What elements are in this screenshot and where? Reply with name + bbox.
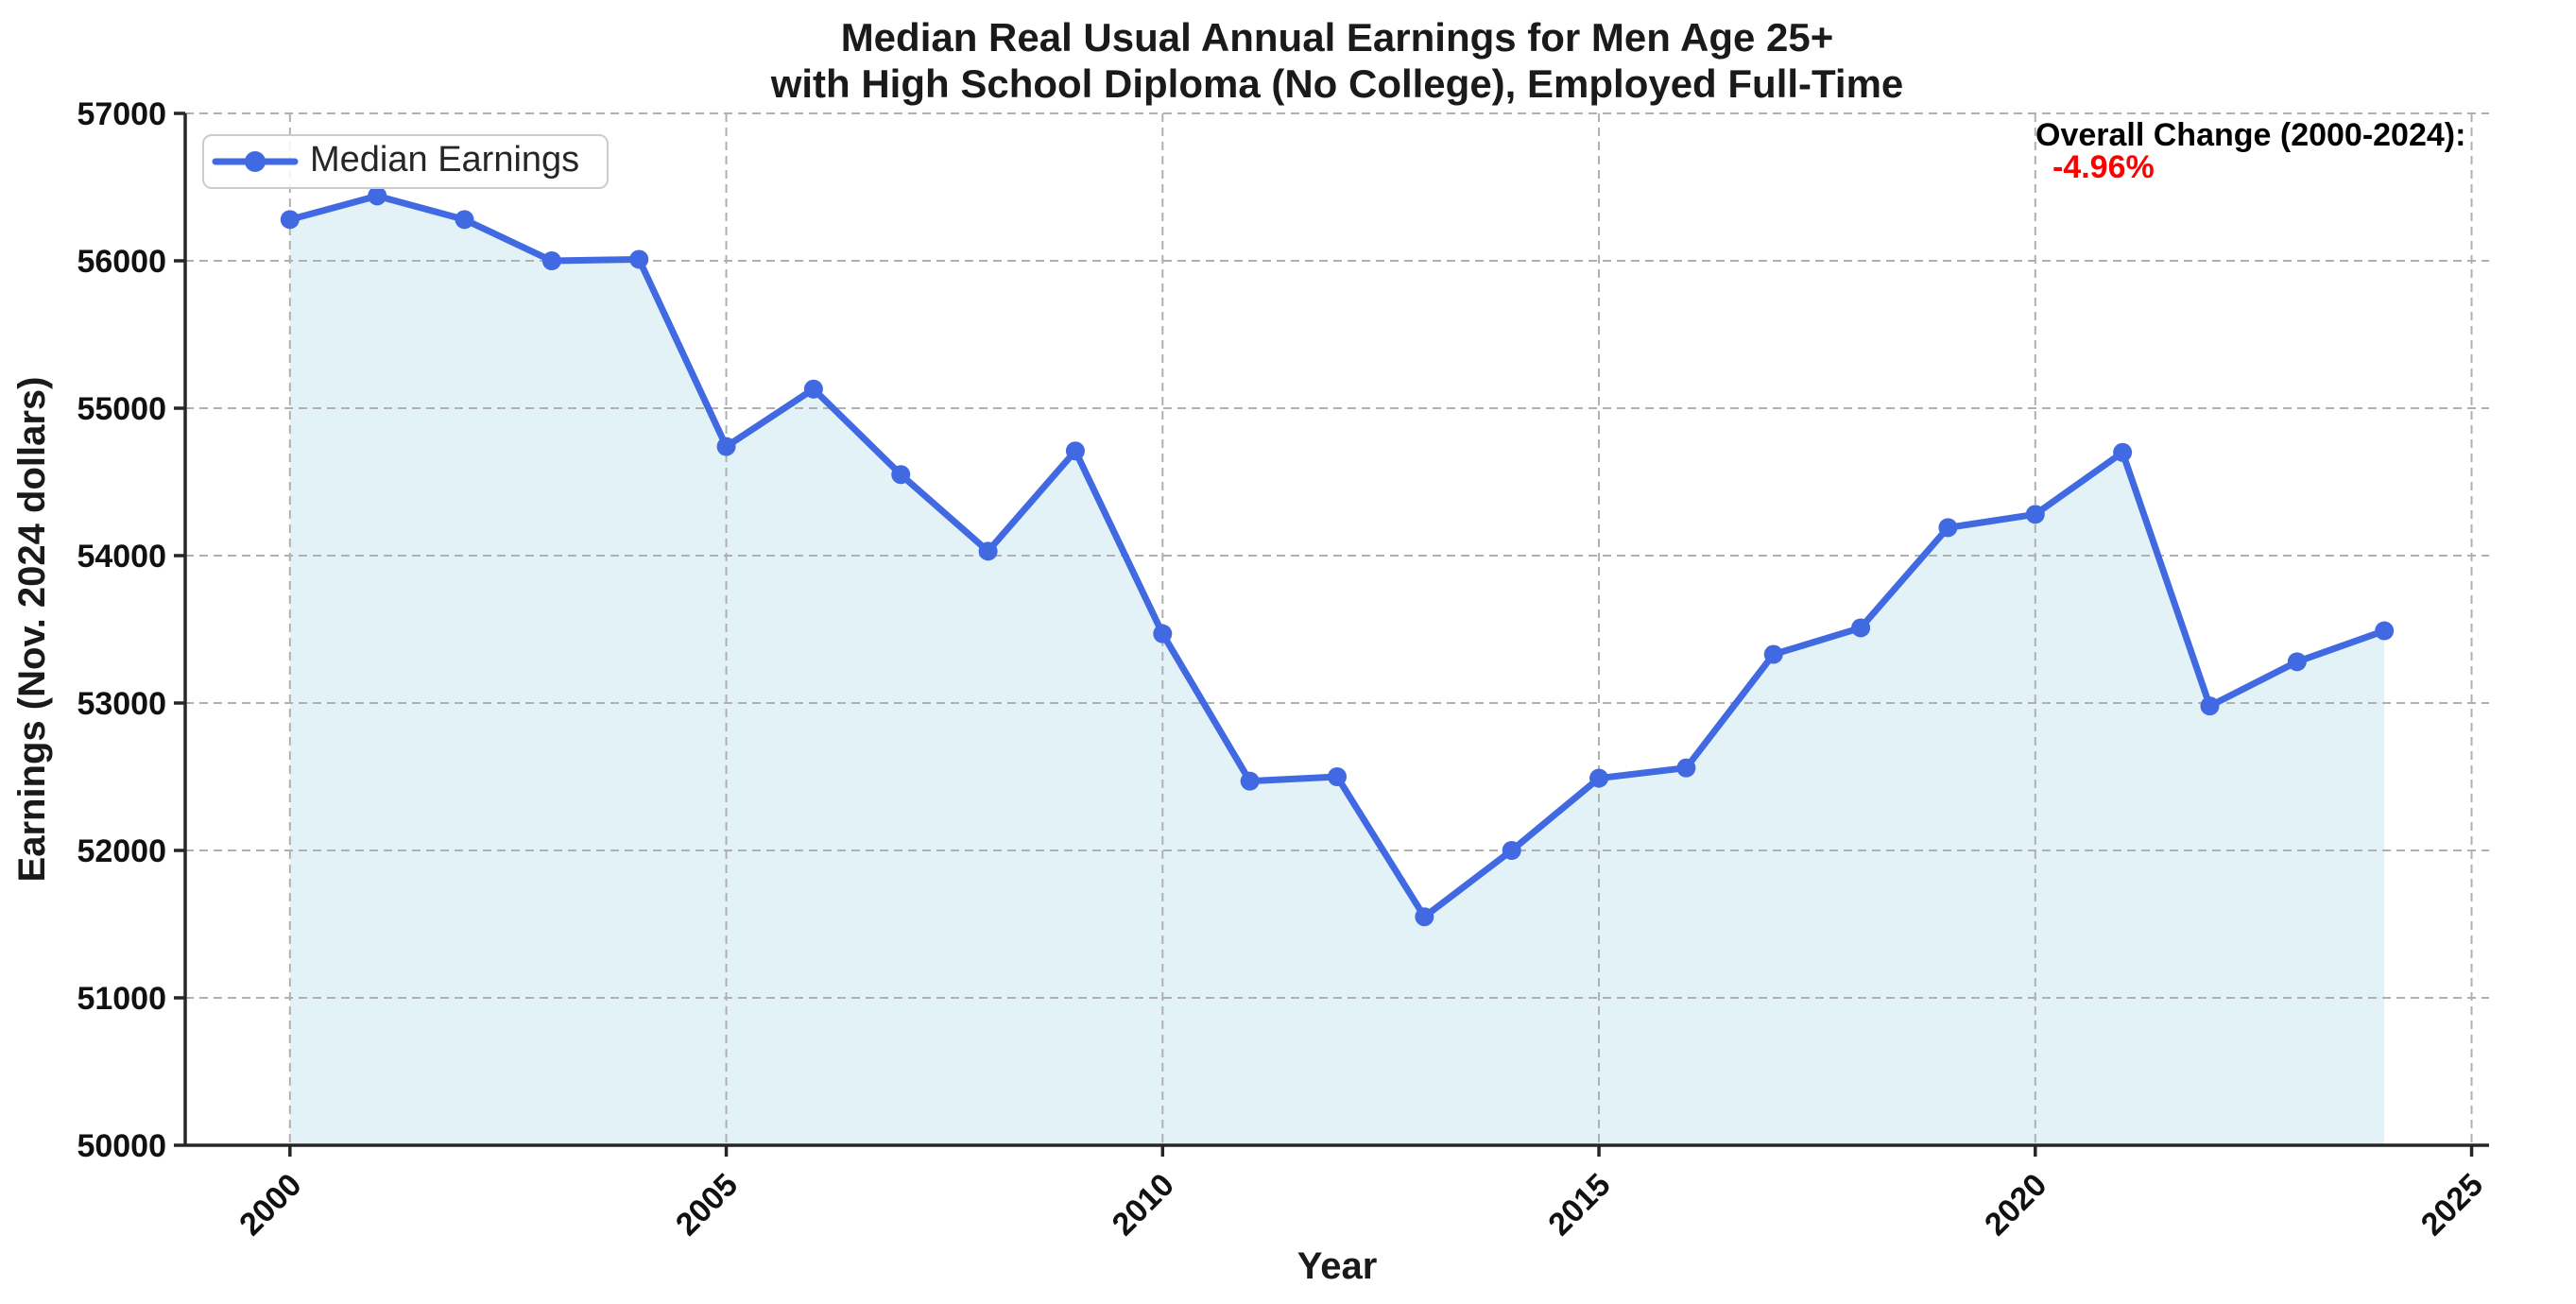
y-axis-label: Earnings (Nov. 2024 dollars) (11, 377, 53, 883)
data-point (2375, 621, 2395, 641)
data-point (803, 379, 823, 399)
area-fill-layer (289, 196, 2385, 1146)
data-point (1763, 644, 1783, 664)
area-fill (289, 196, 2385, 1146)
y-tick-label: 57000 (77, 96, 166, 132)
x-axis-label: Year (1297, 1245, 1378, 1287)
data-point (1065, 441, 1085, 461)
data-point (2113, 442, 2133, 462)
legend: Median Earnings (202, 134, 609, 189)
axes-layer: 50000 51000 52000 53000 54000 55000 56000 57000… (77, 96, 2490, 1243)
chart-title-line1: Median Real Usual Annual Earnings for Me… (841, 15, 1834, 60)
series-layer (280, 186, 2395, 927)
annotation-heading: Overall Change (2000-2024): (2035, 117, 2465, 153)
x-tick-label: 2025 (2414, 1167, 2490, 1243)
data-point (1415, 907, 1434, 927)
data-point (2200, 696, 2220, 716)
legend-marker-icon (245, 151, 266, 172)
data-point (1589, 768, 1609, 788)
y-tick-label: 50000 (77, 1128, 166, 1164)
chart-title-line2: with High School Diploma (No College), E… (770, 61, 1904, 106)
data-point (891, 465, 911, 485)
y-tick-label: 53000 (77, 686, 166, 722)
x-tick-label: 2005 (669, 1167, 745, 1243)
x-tick-label: 2010 (1106, 1167, 1181, 1243)
x-tick-label: 2015 (1541, 1167, 1617, 1243)
data-point (978, 541, 998, 561)
annotation-overall-change: Overall Change (2000-2024): -4.96% (2035, 117, 2465, 185)
y-tick-label: 54000 (77, 539, 166, 575)
data-point (1676, 758, 1696, 778)
y-tick-label: 51000 (77, 981, 166, 1017)
data-point (455, 210, 474, 230)
data-point (280, 210, 300, 230)
data-point (716, 437, 736, 456)
data-point (1328, 767, 1347, 786)
data-point (1153, 624, 1173, 643)
data-point (368, 186, 387, 206)
data-point (1851, 618, 1871, 638)
legend-box (202, 134, 609, 189)
x-tick-label: 2000 (232, 1167, 308, 1243)
data-point (2287, 652, 2307, 672)
data-point (629, 249, 649, 269)
data-point (1240, 771, 1260, 791)
annotation-value: -4.96% (2052, 149, 2155, 185)
y-tick-label: 52000 (77, 833, 166, 869)
data-point (1938, 518, 1958, 538)
legend-label: Median Earnings (310, 140, 579, 180)
y-tick-label: 55000 (77, 391, 166, 427)
y-tick-label: 56000 (77, 244, 166, 280)
data-point (1502, 841, 1521, 860)
x-tick-label: 2020 (1978, 1167, 2053, 1243)
data-point (541, 251, 561, 270)
data-point (2025, 505, 2045, 524)
